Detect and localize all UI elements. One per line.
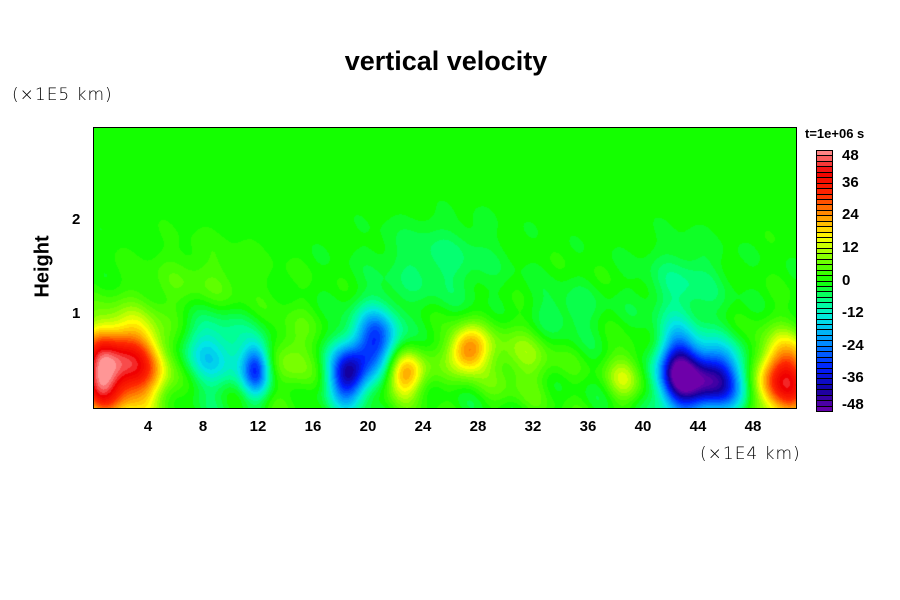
colorbar-title: t=1e+06 s	[805, 126, 865, 141]
x-tick-label: 8	[198, 418, 208, 435]
x-tick-label: 28	[469, 418, 487, 435]
x-tick-label: 24	[414, 418, 432, 435]
colorbar-tick-label: 24	[842, 206, 859, 224]
heatmap-field	[94, 128, 796, 408]
x-tick-label: 44	[689, 418, 707, 435]
colorbar-tick-label: -24	[842, 336, 864, 354]
x-tick-label: 48	[744, 418, 762, 435]
colorbar-tick-label: 12	[842, 238, 859, 256]
x-tick-label: 40	[634, 418, 652, 435]
colorbar-tick-label: -36	[842, 369, 864, 387]
colorbar-tick-label: 36	[842, 173, 859, 191]
chart-title: vertical velocity	[344, 46, 548, 76]
colorbar-tick-label: 0	[842, 271, 851, 289]
y-tick-label: 2	[72, 211, 81, 228]
plot-area	[93, 127, 797, 409]
y-axis-label: Height	[31, 235, 54, 298]
colorbar-swatch	[816, 405, 833, 412]
x-tick-label: 20	[359, 418, 377, 435]
x-tick-label: 12	[249, 418, 267, 435]
x-tick-label: 32	[524, 418, 542, 435]
y-axis-unit: (×1E5 km)	[12, 85, 113, 105]
colorbar-tick-label: -48	[842, 396, 864, 413]
x-tick-label: 16	[304, 418, 322, 435]
x-tick-label: 36	[579, 418, 597, 435]
colorbar-tick-label: -12	[842, 304, 864, 322]
x-tick-label: 4	[143, 418, 153, 435]
colorbar-tick-label: 48	[842, 147, 859, 164]
x-axis-unit: (×1E4 km)	[700, 444, 801, 464]
y-tick-label: 1	[72, 305, 81, 322]
